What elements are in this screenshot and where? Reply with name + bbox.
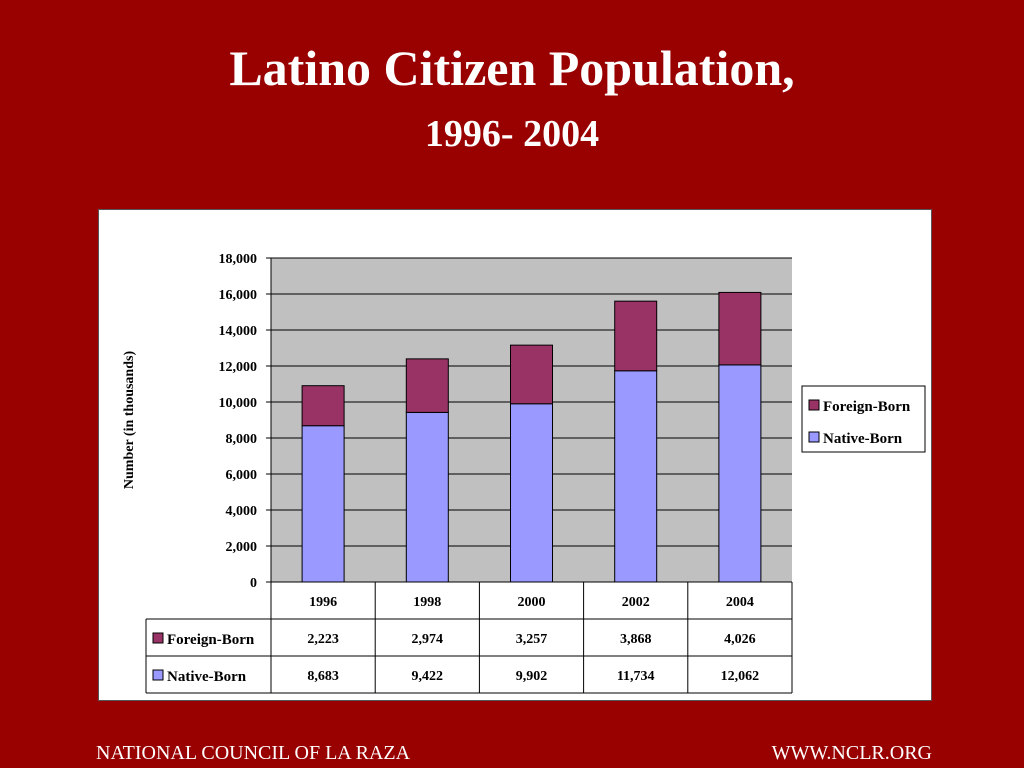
x-tick-label: 2004	[726, 595, 754, 610]
table-value: 9,902	[516, 669, 548, 684]
slide-subtitle: 1996- 2004	[424, 113, 600, 155]
table-value: 2,223	[307, 632, 339, 647]
legend-label: Native-Born	[823, 431, 903, 447]
table-row-label: Native-Born	[167, 669, 247, 685]
table-value: 4,026	[724, 632, 756, 647]
bar-native-born-2002	[614, 370, 658, 583]
table-value: 12,062	[721, 669, 760, 684]
bar-foreign-born-2002	[614, 300, 658, 372]
bar-native-born-1998	[405, 411, 449, 583]
table-row-label: Foreign-Born	[167, 632, 255, 648]
chart-panel: 0 2,000 4,000 6,000 8,000 10,000 12,000 14,000 1…	[98, 209, 932, 701]
slide-title: Latino Citizen Population,	[229, 40, 795, 96]
y-tick-label: 10,000	[219, 396, 258, 411]
y-tick-label: 4,000	[226, 504, 258, 519]
y-tick-label: 14,000	[219, 324, 258, 339]
y-tick-label: 0	[250, 576, 257, 591]
legend-swatch-foreign-born	[808, 399, 820, 411]
y-tick-label: 16,000	[219, 288, 258, 303]
legend-label: Foreign-Born	[823, 399, 911, 415]
bar-foreign-born-2000	[510, 344, 553, 405]
table-value: 8,683	[307, 669, 339, 684]
table-value: 11,734	[617, 669, 655, 684]
bar-native-born-2000	[510, 403, 553, 583]
table-key-native-born	[152, 669, 164, 681]
table-value: 3,257	[516, 632, 548, 647]
table-key-foreign-born	[152, 632, 164, 644]
legend	[801, 385, 926, 453]
bar-native-born-2004	[718, 364, 762, 583]
y-tick-label: 12,000	[219, 360, 258, 375]
bar-foreign-born-1996	[301, 385, 345, 427]
table-value: 9,422	[412, 669, 444, 684]
bar-foreign-born-2004	[718, 291, 762, 366]
x-tick-label: 1996	[309, 595, 337, 610]
x-tick-label: 2000	[518, 595, 546, 610]
table-value: 2,974	[412, 632, 444, 647]
y-tick-label: 18,000	[219, 252, 258, 267]
legend-swatch-native-born	[808, 431, 820, 443]
y-tick-label: 2,000	[226, 540, 258, 555]
y-tick-label: 8,000	[226, 432, 258, 447]
x-tick-label: 2002	[622, 595, 650, 610]
bar-native-born-1996	[301, 425, 345, 583]
table-value: 3,868	[620, 632, 652, 647]
y-axis-label: Number (in thousands)	[122, 351, 137, 490]
x-tick-label: 1998	[413, 595, 441, 610]
footer-organization: NATIONAL COUNCIL OF LA RAZA	[96, 742, 411, 764]
stacked-bar-chart: 0 2,000 4,000 6,000 8,000 10,000 12,000 14,000 1…	[122, 252, 926, 694]
footer-website[interactable]: WWW.NCLR.ORG	[771, 742, 932, 764]
bar-foreign-born-1998	[405, 358, 449, 413]
y-tick-label: 6,000	[226, 468, 258, 483]
